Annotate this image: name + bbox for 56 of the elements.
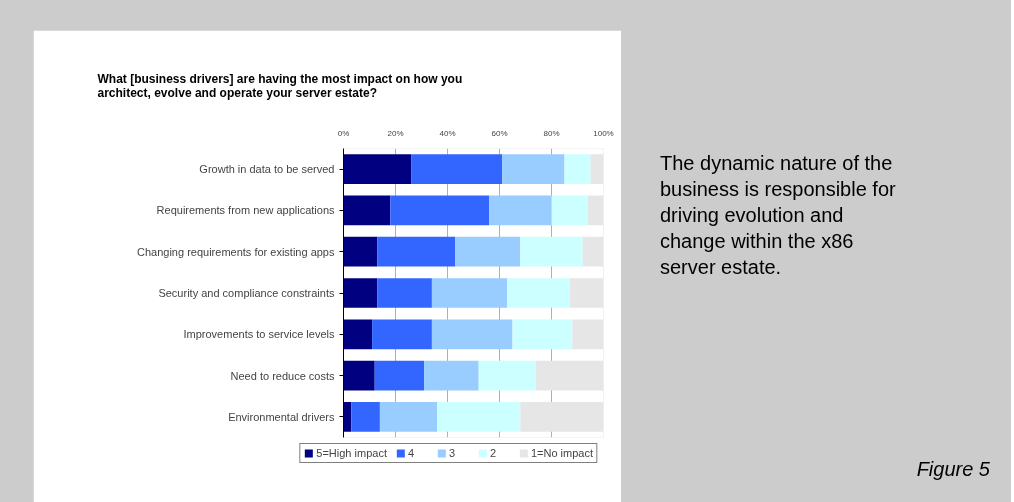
bar [551, 195, 588, 226]
bar [520, 236, 583, 267]
legend-label: 4 [407, 447, 416, 459]
bar [590, 154, 604, 185]
bar [564, 154, 591, 185]
y-tick-label: Improvements to service levels [183, 328, 335, 341]
x-tick-label: 60% [491, 128, 508, 138]
x-tick-label: 100% [593, 128, 614, 138]
bar [535, 360, 604, 391]
bar [374, 360, 425, 391]
bar [343, 401, 352, 432]
text: The dynamic nature of the business is responsible for driving evolution and change within the x86 server estate. [660, 151, 897, 280]
legend-label: 3 [448, 447, 457, 459]
bar [478, 360, 536, 391]
bar [502, 154, 565, 185]
bar [507, 278, 570, 308]
bar [431, 278, 508, 308]
y-tick-label: Changing requirements for existing apps [137, 245, 335, 258]
legend-label: 2 [489, 447, 498, 459]
bar [351, 401, 380, 432]
bar [411, 154, 503, 185]
bar [372, 319, 432, 350]
legend-label: 1=No impact [530, 447, 593, 459]
bar [582, 236, 604, 267]
bar [424, 360, 479, 391]
bar [572, 319, 604, 350]
bar [379, 401, 438, 432]
bar [343, 195, 391, 226]
chart-title: What [business drivers] are having the most impact on how you architect, evolve and operate your server estate? [97, 71, 463, 100]
x-tick-label: 0% [337, 128, 350, 138]
bar [343, 236, 378, 267]
bar [489, 195, 552, 226]
x-tick-label: 80% [543, 128, 560, 138]
bar [343, 278, 378, 308]
bar [455, 236, 521, 267]
bar [377, 278, 432, 308]
y-tick-label: Security and compliance constraints [158, 287, 335, 299]
y-tick-label: Environmental drivers [228, 410, 335, 423]
bar [390, 195, 490, 226]
caption: Figure 5 [916, 457, 990, 482]
bar [520, 401, 604, 432]
bar [343, 319, 373, 350]
bar [587, 195, 604, 226]
x-tick-label: 40% [439, 128, 456, 138]
bar [343, 360, 375, 391]
legend-label: 5=High impact [316, 447, 387, 459]
y-tick-label: Need to reduce costs [230, 369, 335, 382]
bar [377, 236, 456, 267]
x-tick-label: 20% [387, 128, 404, 138]
bar [431, 319, 513, 350]
y-tick-label: Requirements from new applications [156, 204, 335, 217]
bar [569, 278, 604, 308]
bar [343, 154, 412, 185]
y-tick-label: Growth in data to be served [199, 163, 335, 176]
bar [512, 319, 573, 350]
bar [437, 401, 521, 432]
